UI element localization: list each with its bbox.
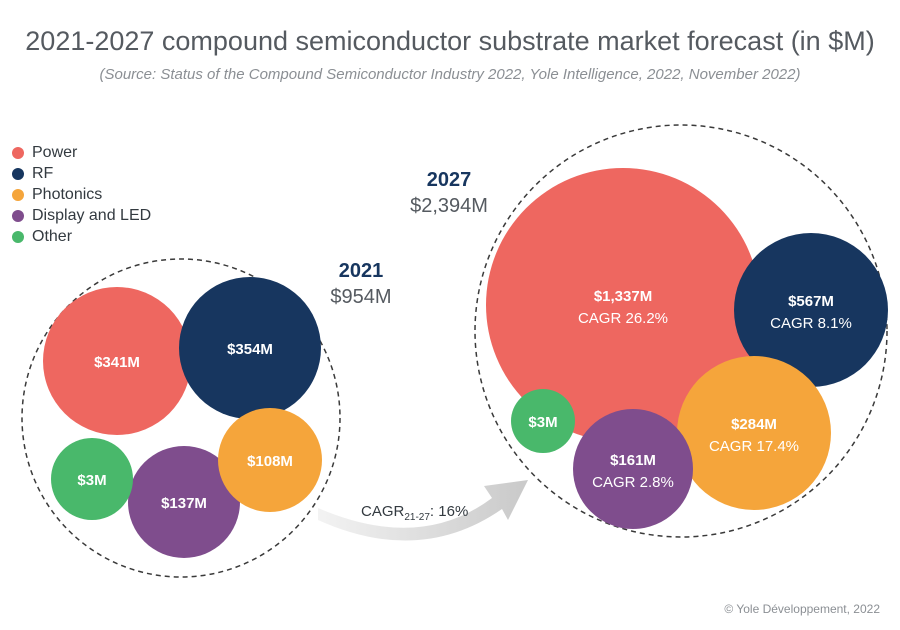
bubble-value-2027-display-led: $161M xyxy=(610,452,656,469)
bubble-2021-photonics xyxy=(218,408,322,512)
bubble-2021-power xyxy=(43,287,191,435)
legend-label-display-led: Display and LED xyxy=(32,206,152,224)
legend: Power RF Photonics Display and LED Other xyxy=(12,142,151,247)
group-outline-2027 xyxy=(474,124,888,538)
legend-label-other: Other xyxy=(32,227,73,245)
legend-item-power: Power xyxy=(12,142,151,163)
bubble-value-2021-power: $341M xyxy=(94,354,140,371)
bubble-2021-display-led xyxy=(128,446,240,558)
bubble-value-2027-photonics: $284M xyxy=(731,416,777,433)
legend-item-photonics: Photonics xyxy=(12,184,151,205)
legend-dot-photonics xyxy=(12,188,24,201)
legend-item-rf: RF xyxy=(12,163,151,184)
group-total-2021: $954M xyxy=(330,286,391,308)
bubble-value-2021-display-led: $137M xyxy=(161,495,207,512)
legend-label-rf: RF xyxy=(32,164,54,182)
legend-item-other: Other xyxy=(12,226,151,247)
bubbles-layer xyxy=(43,168,888,558)
legend-item-display-led: Display and LED xyxy=(12,205,151,226)
labels-layer: $341M $354M $108M $137M $3M 2021 $954M $1,337M C… xyxy=(77,169,851,523)
bubble-cagr-2027-power: CAGR 26.2% xyxy=(578,310,668,327)
bubble-2027-power xyxy=(486,168,760,442)
group-year-2027: 2027 xyxy=(427,169,472,191)
bubble-cagr-2027-display-led: CAGR 2.8% xyxy=(592,474,674,491)
arrow-cagr-label: CAGR21-27: 16% xyxy=(361,503,468,523)
legend-label-power: Power xyxy=(32,143,78,161)
bubble-value-2027-power: $1,337M xyxy=(594,288,652,305)
bubble-cagr-2027-photonics: CAGR 17.4% xyxy=(709,438,799,455)
legend-dot-power xyxy=(12,146,24,159)
legend-dot-rf xyxy=(12,167,24,180)
bubble-2021-rf xyxy=(179,277,321,419)
legend-label-photonics: Photonics xyxy=(32,185,103,203)
growth-arrow xyxy=(318,480,528,541)
bubble-value-2027-rf: $567M xyxy=(788,293,834,310)
bubble-cagr-2027-rf: CAGR 8.1% xyxy=(770,315,852,332)
chart-title: 2021-2027 compound semiconductor substra… xyxy=(25,26,875,56)
bubble-2027-other xyxy=(511,389,575,453)
bubble-2027-rf xyxy=(734,233,888,387)
legend-dot-display-led xyxy=(12,209,24,222)
group-total-2027: $2,394M xyxy=(410,195,488,217)
bubble-value-2021-photonics: $108M xyxy=(247,453,293,470)
bubble-value-2027-other: $3M xyxy=(528,414,557,431)
bubble-value-2021-other: $3M xyxy=(77,472,106,489)
bubble-2027-photonics xyxy=(677,356,831,510)
chart-subtitle: (Source: Status of the Compound Semicond… xyxy=(99,66,801,83)
group-year-2021: 2021 xyxy=(339,260,384,282)
legend-dot-other xyxy=(12,230,24,243)
copyright: © Yole Développement, 2022 xyxy=(724,602,880,616)
bubble-value-2021-rf: $354M xyxy=(227,341,273,358)
bubble-2027-display-led xyxy=(573,409,693,529)
group-outline-2021 xyxy=(21,258,341,578)
bubble-2021-other xyxy=(51,438,133,520)
